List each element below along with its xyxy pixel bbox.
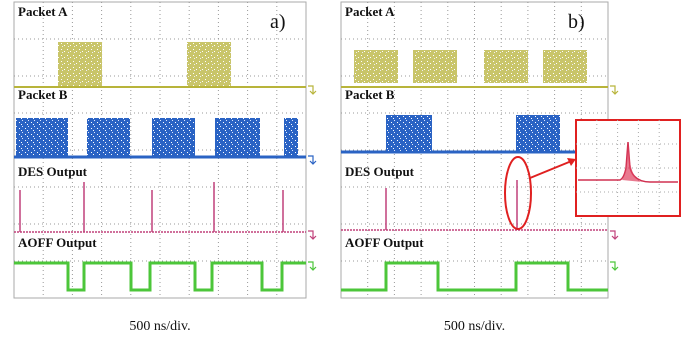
packet-b-burst <box>215 118 260 156</box>
scope-panel: Packet A Packet B DES Output AOFF Output b) 5… <box>341 2 608 334</box>
packet-a-burst <box>58 42 102 86</box>
trace-label: Packet A <box>345 4 395 19</box>
figure: Packet A Packet B DES Output AOFF Output a) 5… <box>0 0 683 339</box>
time-scale-caption: 500 ns/div. <box>444 319 505 334</box>
packet-b-burst <box>152 118 195 156</box>
packet-a-burst <box>187 42 231 86</box>
packet-a-burst <box>413 50 457 83</box>
packet-b-burst <box>284 118 298 156</box>
channel-marker <box>610 262 618 270</box>
channel-marker <box>308 231 316 239</box>
trace-label: AOFF Output <box>18 235 97 250</box>
packet-b-burst <box>87 118 130 156</box>
time-scale-caption: 500 ns/div. <box>129 319 190 334</box>
packet-a-burst <box>484 50 528 83</box>
packet-a-burst <box>354 50 398 83</box>
channel-marker <box>308 262 316 270</box>
trace-label: Packet B <box>18 87 68 102</box>
trace-label: Packet B <box>345 87 395 102</box>
packet-b-burst <box>16 118 68 156</box>
scope-panel: Packet A Packet B DES Output AOFF Output a) 5… <box>14 2 306 334</box>
panel-letter: b) <box>568 11 585 33</box>
trace-label: AOFF Output <box>345 235 424 250</box>
trace-label: DES Output <box>18 164 88 179</box>
trace-label: Packet A <box>18 4 68 19</box>
panel-letter: a) <box>270 11 286 33</box>
packet-a-burst <box>543 50 587 83</box>
page: {"panels": [ {"letter": "a)", "traces": … <box>0 0 683 339</box>
channel-marker <box>308 156 316 164</box>
channel-marker <box>610 86 618 94</box>
packet-b-burst <box>386 115 432 151</box>
channel-marker <box>610 231 618 239</box>
channel-marker <box>308 86 316 94</box>
packet-b-burst <box>516 115 560 151</box>
trace-label: DES Output <box>345 164 415 179</box>
